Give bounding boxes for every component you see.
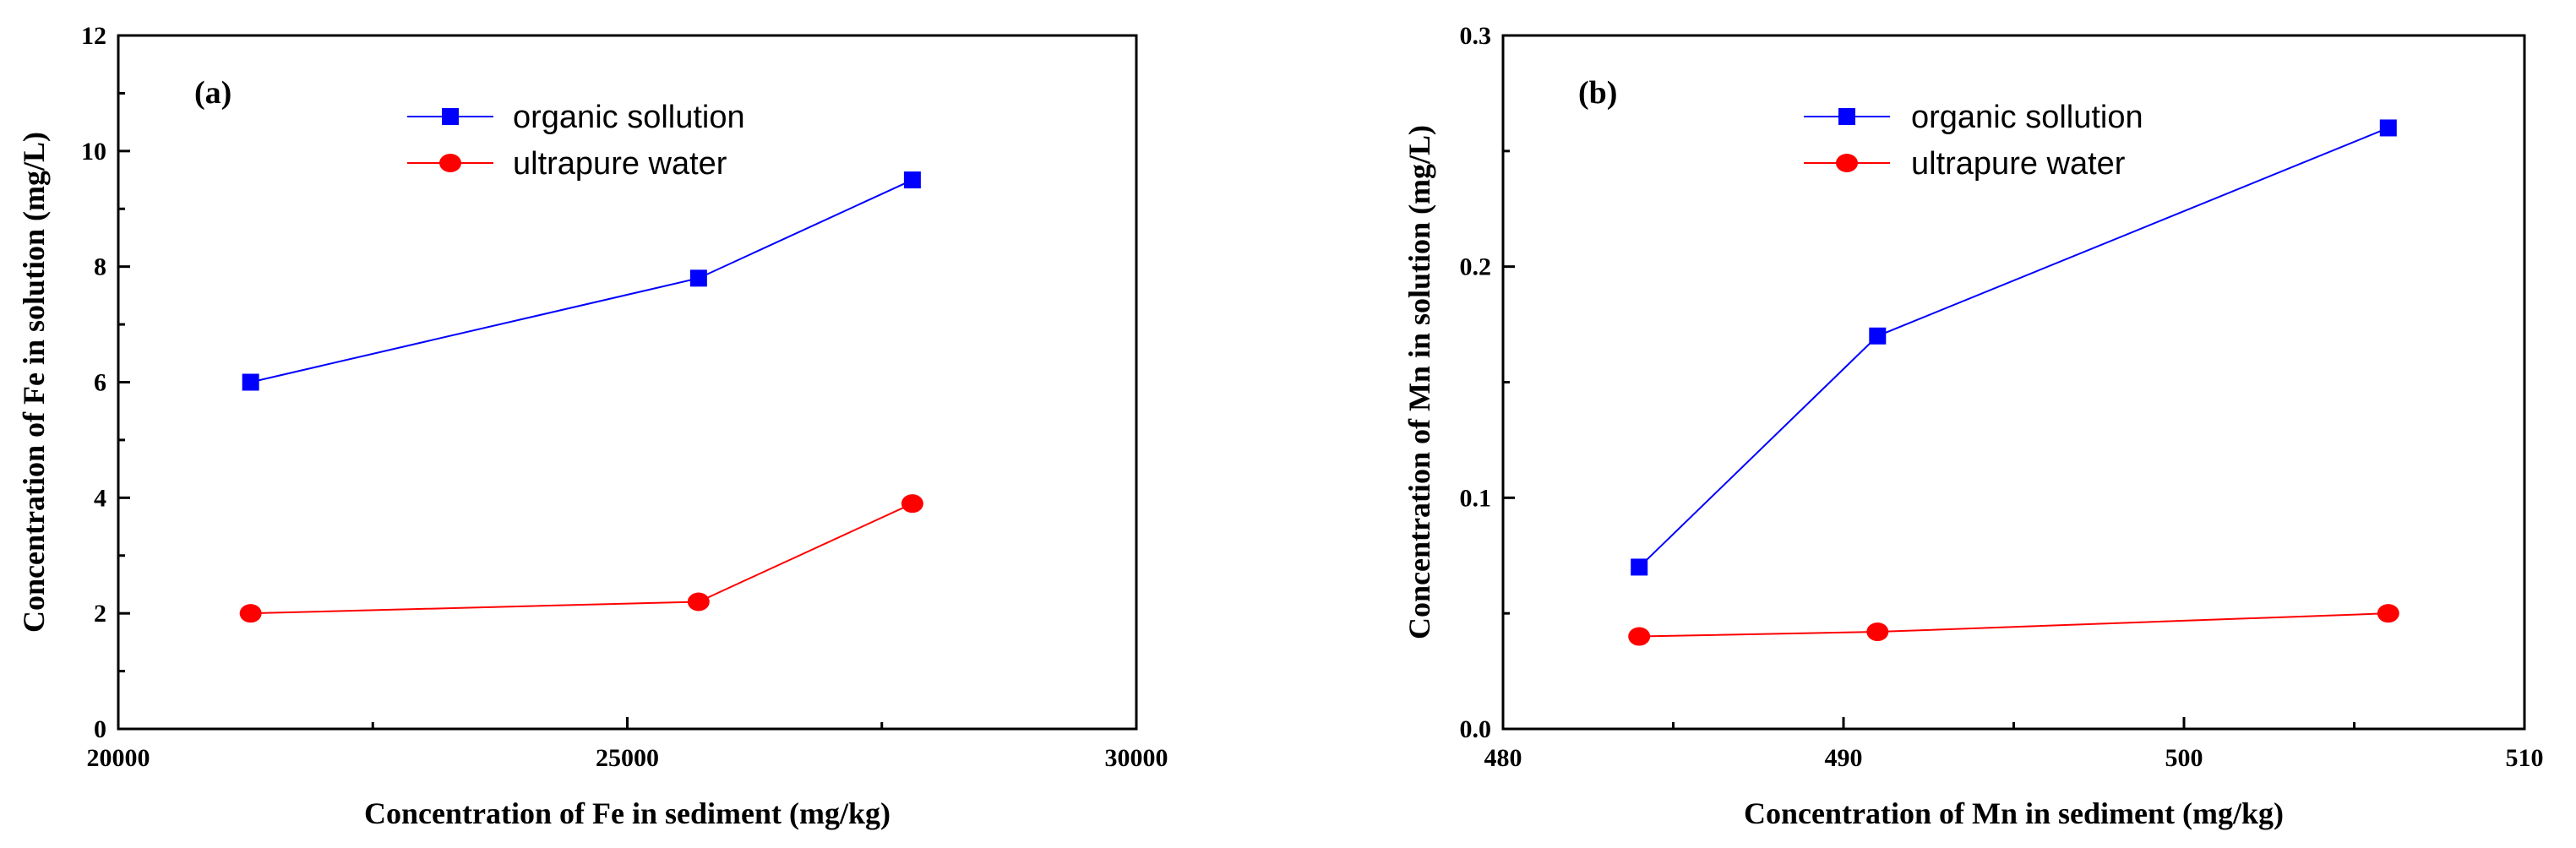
x-tick-label: 20000	[87, 744, 150, 772]
series-line-1	[250, 503, 913, 615]
legend-marker	[1836, 154, 1858, 172]
data-point	[1628, 627, 1651, 646]
panel-label: (a)	[194, 75, 231, 111]
legend-marker	[439, 154, 461, 172]
plot-frame	[117, 34, 1138, 731]
x-axis-title: Concentration of Fe in sediment (mg/kg)	[364, 796, 890, 830]
y-tick-label: 0.3	[1460, 22, 1492, 50]
legend-marker	[1838, 108, 1855, 125]
data-point	[239, 604, 262, 623]
panel-label: (b)	[1578, 75, 1617, 111]
legend-marker	[442, 108, 459, 125]
chart-panel-b: 0.0 0.1 0.2 0.3 480 490 500 510 Concentration of…	[1402, 22, 2544, 830]
x-tick-label: 510	[2506, 744, 2544, 772]
x-tick-label: 480	[1484, 744, 1522, 772]
legend-label: ultrapure water	[1911, 146, 2126, 182]
y-tick-label: 0.1	[1460, 484, 1492, 512]
y-tick-label: 8	[94, 253, 106, 281]
y-tick-label: 0.2	[1460, 253, 1492, 281]
data-point	[1869, 327, 1887, 345]
data-point	[1631, 558, 1648, 576]
data-point	[242, 373, 259, 391]
series-line-0	[250, 179, 913, 383]
series-line-1	[1639, 612, 2388, 638]
legend-label: organic sollution	[1911, 100, 2143, 135]
data-point	[2377, 604, 2399, 623]
y-tick-label: 10	[81, 138, 106, 166]
data-point	[2379, 119, 2397, 137]
data-point	[901, 494, 923, 514]
data-point	[903, 171, 921, 189]
chart-panel-a: 0 2 4 6 8 10 12 20000 25000 30000 Concentration of…	[17, 22, 1168, 830]
plot-frame	[1501, 34, 2526, 731]
y-axis-title: Concentration of Fe in solution (mg/L)	[17, 132, 51, 633]
y-tick-label: 12	[81, 22, 106, 50]
data-point	[689, 269, 707, 287]
legend-label: organic sollution	[513, 100, 745, 135]
data-point	[687, 592, 710, 612]
legend-label: ultrapure water	[513, 146, 727, 182]
y-tick-label: 6	[94, 369, 106, 397]
x-axis-title: Concentration of Mn in sediment (mg/kg)	[1744, 796, 2284, 830]
x-tick-label: 500	[2165, 744, 2203, 772]
x-tick-label: 30000	[1105, 744, 1168, 772]
x-tick-label: 490	[1825, 744, 1863, 772]
series-line-0	[1638, 127, 2389, 568]
y-tick-label: 0	[94, 715, 106, 743]
y-tick-label: 0.0	[1460, 715, 1492, 743]
x-tick-label: 25000	[596, 744, 659, 772]
y-tick-label: 2	[94, 600, 106, 628]
y-tick-label: 4	[94, 484, 106, 512]
data-point	[1866, 622, 1889, 642]
y-axis-title: Concentration of Mn in solution (mg/L)	[1402, 125, 1436, 639]
